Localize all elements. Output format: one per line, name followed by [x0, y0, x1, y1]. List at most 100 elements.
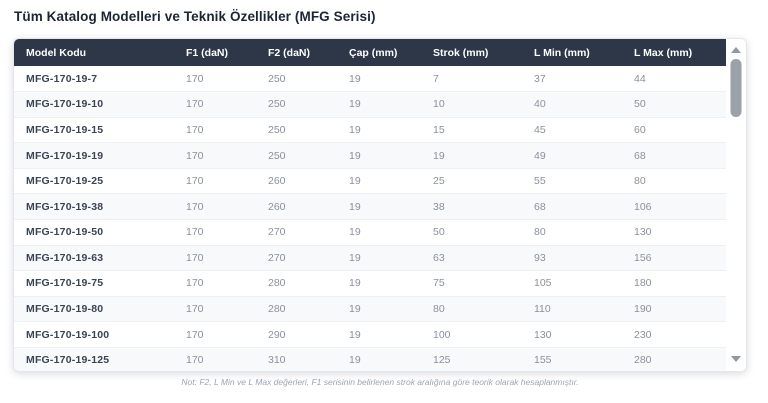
value-cell: 250	[268, 72, 286, 85]
catalog-table: Model Kodu F1 (daN) F2 (daN) Çap (mm) Strok …	[14, 39, 726, 371]
table-scroll-area[interactable]: Model Kodu F1 (daN) F2 (daN) Çap (mm) Strok …	[14, 39, 726, 371]
value-cell: 170	[186, 142, 268, 169]
value-cell: 50	[433, 218, 534, 246]
model-code-cell: MFG-170-19-19	[14, 142, 186, 169]
value-cell: 45	[534, 116, 634, 143]
value-cell: 19	[349, 295, 433, 322]
value-cell: 170	[186, 116, 268, 143]
value-cell: 19	[349, 346, 433, 371]
value-cell: 170	[186, 346, 268, 371]
value-cell: 170	[186, 218, 268, 246]
column-header: Strok (mm)	[433, 39, 534, 66]
value-cell: 19	[349, 116, 433, 143]
value-cell: 190	[634, 295, 726, 322]
table-row: MFG-170-19-10 170 250 19 10 40 50	[14, 91, 726, 118]
value-cell: 180	[634, 270, 726, 297]
value-cell: 170	[186, 244, 268, 271]
value-cell: 19	[349, 218, 433, 246]
model-code-cell: MFG-170-19-10	[14, 91, 186, 118]
table-row: MFG-170-19-100 170 290 19 100 130 230	[14, 321, 726, 348]
value-cell: 170	[186, 72, 204, 85]
value-cell: 170	[186, 193, 268, 220]
value-cell: 170	[186, 167, 268, 194]
value-cell: 80	[433, 295, 534, 322]
value-cell: 19	[349, 142, 433, 169]
value-cell: 38	[433, 193, 534, 220]
column-header: F1 (daN)	[186, 39, 268, 66]
model-code-cell: MFG-170-19-15	[14, 116, 186, 143]
value-cell: 130	[634, 218, 726, 246]
catalog-table-card: Model Kodu F1 (daN) F2 (daN) Çap (mm) Strok …	[13, 38, 747, 372]
value-cell: 170	[186, 295, 268, 322]
value-cell: 50	[634, 91, 726, 118]
value-cell: 280	[268, 270, 349, 297]
scroll-down-icon[interactable]	[731, 356, 741, 362]
table-header: Model Kodu F1 (daN) F2 (daN) Çap (mm) Strok …	[14, 39, 726, 66]
model-code-cell: MFG-170-19-80	[14, 295, 186, 322]
table-row: MFG-170-19-80 170 280 19 80 110 190	[14, 295, 726, 322]
value-cell: 10	[433, 91, 534, 118]
value-cell: 106	[634, 193, 726, 220]
model-code-cell: MFG-170-19-100	[14, 321, 186, 348]
value-cell: 37	[534, 72, 546, 85]
value-cell: 125	[433, 346, 534, 371]
page-title: Tüm Katalog Modelleri ve Teknik Özellikl…	[14, 9, 376, 24]
value-cell: 170	[186, 321, 268, 348]
value-cell: 80	[634, 167, 726, 194]
value-cell: 75	[433, 270, 534, 297]
value-cell: 270	[268, 244, 349, 271]
value-cell: 250	[268, 142, 349, 169]
value-cell: 170	[186, 270, 268, 297]
table-row: MFG-170-19-15 170 250 19 15 45 60	[14, 116, 726, 143]
value-cell: 310	[268, 346, 349, 371]
value-cell: 63	[433, 244, 534, 271]
value-cell: 19	[349, 270, 433, 297]
table-row: MFG-170-19-7 170 250 19 7 37 44	[14, 66, 726, 92]
model-code-cell: MFG-170-19-50	[14, 218, 186, 246]
scroll-up-icon[interactable]	[731, 47, 741, 53]
value-cell: 49	[534, 142, 634, 169]
value-cell: 93	[534, 244, 634, 271]
column-header: F2 (daN)	[268, 39, 349, 66]
model-code-cell: MFG-170-19-38	[14, 193, 186, 220]
table-header-row: Model Kodu F1 (daN) F2 (daN) Çap (mm) Strok …	[14, 39, 726, 66]
value-cell: 250	[268, 116, 349, 143]
value-cell: 40	[534, 91, 634, 118]
table-footnote: Not: F2, L Min ve L Max değerleri, F1 se…	[181, 377, 579, 387]
value-cell: 290	[268, 321, 349, 348]
value-cell: 60	[634, 116, 726, 143]
model-code-cell: MFG-170-19-125	[14, 346, 186, 371]
value-cell: 44	[634, 72, 646, 85]
value-cell: 155	[534, 346, 634, 371]
value-cell: 250	[268, 91, 349, 118]
value-cell: 68	[534, 193, 634, 220]
value-cell: 80	[534, 218, 634, 246]
value-cell: 68	[634, 142, 726, 169]
value-cell: 260	[268, 193, 349, 220]
value-cell: 19	[349, 321, 433, 348]
column-header: Çap (mm)	[349, 39, 433, 66]
vertical-scrollbar[interactable]	[726, 39, 746, 371]
value-cell: 19	[349, 91, 433, 118]
table-row: MFG-170-19-50 170 270 19 50 80 130	[14, 218, 726, 246]
scroll-thumb[interactable]	[730, 59, 742, 117]
table-row: MFG-170-19-38 170 260 19 38 68 106	[14, 193, 726, 220]
value-cell: 270	[268, 218, 349, 246]
value-cell: 55	[534, 167, 634, 194]
model-code-cell: MFG-170-19-63	[14, 244, 186, 271]
column-header: L Max (mm)	[634, 39, 726, 66]
table-row: MFG-170-19-75 170 280 19 75 105 180	[14, 270, 726, 297]
value-cell: 230	[634, 321, 726, 348]
model-code-cell: MFG-170-19-75	[14, 270, 186, 297]
table-row: MFG-170-19-63 170 270 19 63 93 156	[14, 244, 726, 271]
value-cell: 130	[534, 321, 634, 348]
table-row: MFG-170-19-125 170 310 19 125 155 280	[14, 346, 726, 371]
value-cell: 15	[433, 116, 534, 143]
value-cell: 260	[268, 167, 349, 194]
value-cell: 280	[268, 295, 349, 322]
value-cell: 19	[349, 193, 433, 220]
value-cell: 19	[349, 167, 433, 194]
table-row: MFG-170-19-25 170 260 19 25 55 80	[14, 167, 726, 194]
value-cell: 105	[534, 270, 634, 297]
value-cell: 19	[349, 72, 361, 85]
